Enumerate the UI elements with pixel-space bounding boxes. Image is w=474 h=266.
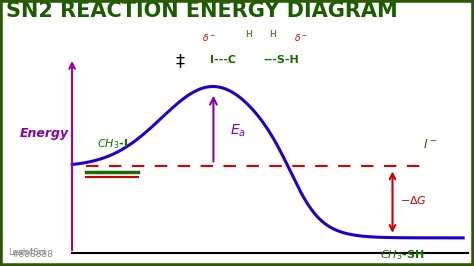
Text: $\delta^-$: $\delta^-$ (202, 32, 216, 43)
Text: $-\Delta G$: $-\Delta G$ (400, 194, 427, 206)
Text: H: H (269, 30, 276, 39)
Text: $I^-$: $I^-$ (423, 138, 438, 151)
Text: H: H (246, 30, 252, 39)
Text: $CH_3$-SH: $CH_3$-SH (380, 249, 424, 263)
Text: #888888: #888888 (11, 250, 53, 259)
Text: Leah4Sci: Leah4Sci (9, 248, 46, 257)
Text: Energy: Energy (19, 127, 68, 140)
Text: SN2 REACTION ENERGY DIAGRAM: SN2 REACTION ENERGY DIAGRAM (6, 1, 398, 21)
Text: $E_a$: $E_a$ (230, 123, 246, 139)
Text: I---C: I---C (210, 55, 236, 65)
Text: $\delta^-$: $\delta^-$ (293, 32, 308, 43)
Text: $CH_3$-I: $CH_3$-I (97, 138, 128, 151)
Text: ...: ... (226, 55, 237, 65)
Text: $‡$: $‡$ (175, 53, 186, 71)
Text: ---S-H: ---S-H (263, 55, 299, 65)
